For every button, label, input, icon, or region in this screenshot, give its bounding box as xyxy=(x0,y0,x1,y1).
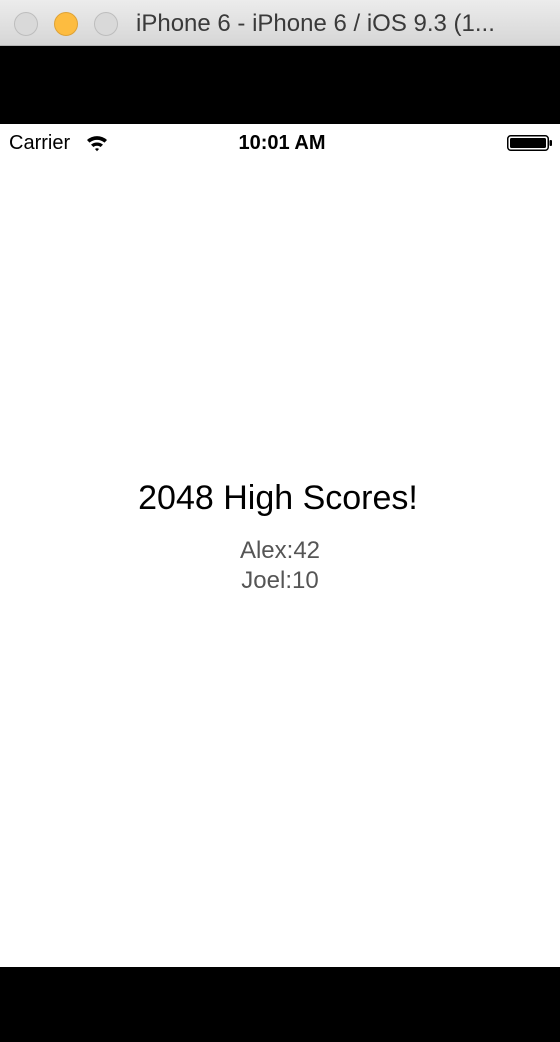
zoom-window-button[interactable] xyxy=(94,12,118,36)
score-entry: Joel:10 xyxy=(241,567,319,594)
wifi-icon xyxy=(87,136,107,152)
device-bottom-bezel xyxy=(0,967,560,1042)
minimize-window-button[interactable] xyxy=(54,12,78,36)
battery-icon xyxy=(507,135,552,151)
window-title: iPhone 6 - iPhone 6 / iOS 9.3 (1... xyxy=(136,10,495,37)
score-entry: Alex:42 xyxy=(239,537,321,564)
window-titlebar[interactable]: iPhone 6 - iPhone 6 / iOS 9.3 (1... xyxy=(0,0,560,46)
status-time: 10:01 AM xyxy=(238,132,326,154)
status-bar: Carrier 10:01 AM xyxy=(0,124,560,162)
device-screen: Carrier 10:01 AM 2048 High Scores! Alex:… xyxy=(0,124,560,967)
high-scores-title: 2048 High Scores! xyxy=(138,479,418,517)
carrier-label: Carrier xyxy=(9,132,71,154)
close-window-button[interactable] xyxy=(14,12,38,36)
score-list: Alex:42 Joel:10 xyxy=(0,536,560,596)
device-top-bezel xyxy=(0,46,560,124)
